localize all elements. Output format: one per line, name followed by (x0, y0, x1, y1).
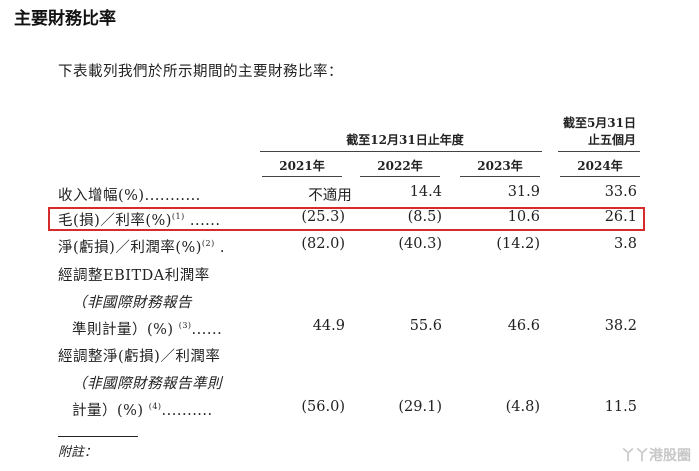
row-label-adj-ebitda-line2: （非國際財務報告 (72, 295, 192, 311)
row-label-adj-ebitda-line3: 準則計量）(%) (3)...... (72, 321, 223, 338)
header-last-period-line1: 截至5月31日 (562, 116, 636, 130)
row-value: 38.2 (604, 318, 637, 334)
footnote-rule (58, 436, 138, 437)
header-group-rule (260, 151, 542, 152)
row-value: 不適用 (308, 188, 352, 204)
year-rule-2022 (360, 176, 440, 177)
header-last-period-line2: 止五個月 (587, 133, 636, 147)
row-value: 14.4 (409, 184, 442, 200)
highlight-box (48, 207, 645, 231)
row-value: 55.6 (409, 318, 442, 334)
header-group-label: 截至12月31日止年度 (346, 133, 464, 147)
year-header-2023: 2023年 (477, 159, 523, 173)
row-value: (4.8) (505, 399, 540, 415)
row-value: (14.2) (496, 236, 540, 252)
row-value: (40.3) (398, 236, 442, 252)
intro-text: 下表載列我們於所示期間的主要財務比率： (58, 64, 343, 80)
row-label-revenue-growth: 收入增幅(%)........... (58, 188, 201, 204)
section-title: 主要財務比率 (14, 9, 116, 29)
year-header-2021: 2021年 (279, 159, 325, 173)
row-value: (29.1) (398, 399, 442, 415)
year-header-2022: 2022年 (377, 159, 423, 173)
row-label-adj-net-margin-line1: 經調整淨(虧損)／利潤率 (58, 349, 221, 365)
watermark: 丫丫港股圈 (621, 448, 691, 464)
row-value: 31.9 (507, 184, 540, 200)
row-value: 26.1 (604, 209, 637, 225)
row-label-net-margin: 淨(虧損)／利潤率(%)(2) . (58, 239, 225, 256)
row-label-adj-net-margin-line2: （非國際財務報告準則 (72, 376, 222, 392)
row-label-adj-net-margin-line3: 計量）(%) (4).......... (72, 402, 213, 419)
row-value: (56.0) (301, 399, 345, 415)
row-label-adj-ebitda-line1: 經調整EBITDA利潤率 (58, 268, 210, 284)
row-value: (82.0) (301, 236, 345, 252)
row-value: 10.6 (507, 209, 540, 225)
footnote-label: 附註： (58, 445, 98, 460)
year-header-2024: 2024年 (577, 159, 623, 173)
year-rule-2021 (262, 176, 342, 177)
row-value: 33.6 (604, 184, 637, 200)
year-rule-2023 (460, 176, 540, 177)
row-value: 46.6 (507, 318, 540, 334)
row-value: (8.5) (407, 209, 442, 225)
row-label-gross-margin: 毛(損)／利率(%)(1) ...... (58, 212, 221, 229)
row-value: 44.9 (312, 318, 345, 334)
year-rule-2024 (560, 176, 640, 177)
row-value: 3.8 (613, 236, 637, 252)
row-value: 11.5 (604, 399, 637, 415)
row-value: (25.3) (301, 209, 345, 225)
header-last-period-rule (558, 151, 640, 152)
